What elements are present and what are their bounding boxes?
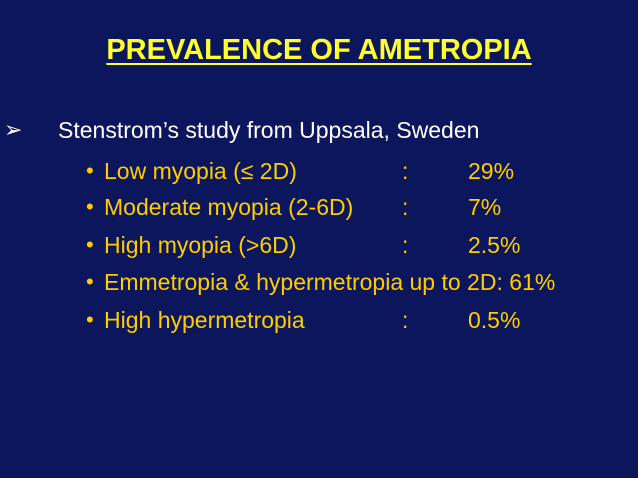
item-value: 7% (468, 194, 502, 220)
item-value: 2.5% (468, 232, 521, 258)
bullet-arrow: ➢ (4, 117, 23, 142)
title-text: PREVALENCE OF AMETROPIA (106, 34, 532, 66)
sub-bullet-dot: • (86, 232, 94, 257)
bullet-text: Stenstrom’s study from Uppsala, Sweden (58, 117, 480, 143)
sub-bullet-dot: • (86, 269, 94, 294)
item-value: 0.5% (468, 307, 521, 333)
sub-bullet-dot: • (86, 307, 94, 332)
sub-bullet-dot: • (86, 158, 94, 183)
item-label: Low myopia (≤ 2D) (104, 158, 297, 184)
sub-bullet-dot: • (86, 194, 94, 219)
item-separator: : (402, 307, 409, 333)
item-separator: : (402, 194, 409, 220)
item-text: Emmetropia & hypermetropia up to 2D: 61% (104, 269, 556, 295)
item-separator: : (402, 232, 409, 258)
item-label: High hypermetropia (104, 307, 305, 333)
item-label: Moderate myopia (2-6D) (104, 194, 354, 220)
item-label: High myopia (>6D) (104, 232, 297, 258)
slide-title: PREVALENCE OF AMETROPIA (0, 36, 638, 65)
item-value: 29% (468, 158, 515, 184)
item-separator: : (402, 158, 409, 184)
